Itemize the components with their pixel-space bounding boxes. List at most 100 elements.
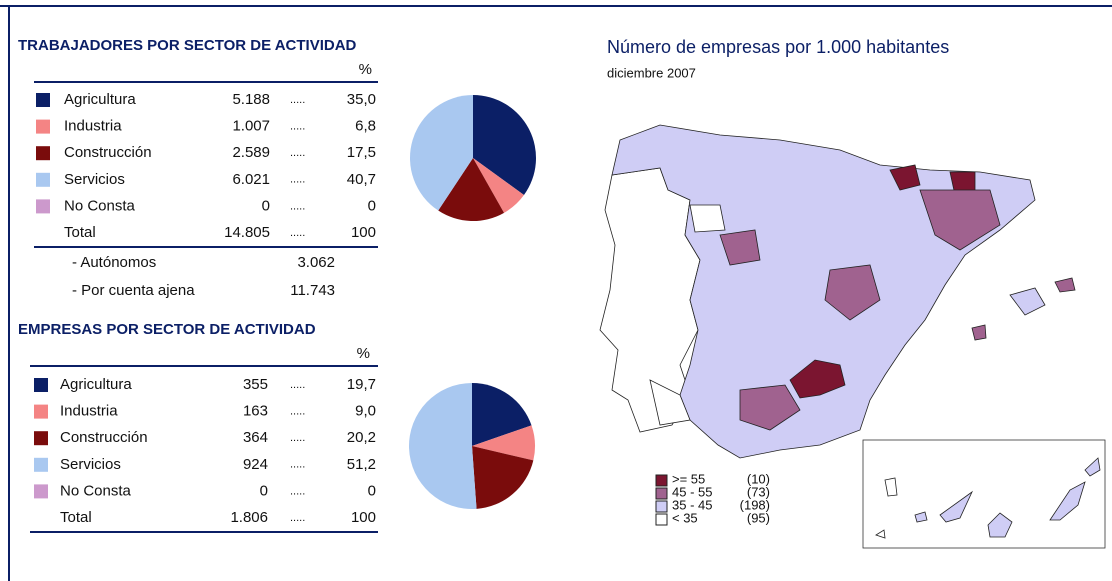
leader: ..... (290, 227, 305, 239)
pct-header: % (359, 61, 372, 78)
legend-swatch (655, 474, 668, 487)
leader: ..... (290, 94, 305, 106)
row-value: 0 (260, 482, 268, 499)
legend-swatch (34, 431, 48, 446)
legend-swatch (36, 119, 50, 134)
legend-swatch (34, 404, 48, 419)
map-subtitle: diciembre 2007 (607, 65, 696, 80)
legend-swatch (34, 484, 48, 499)
total-name: Total (60, 509, 92, 526)
row-name: No Consta (64, 197, 136, 214)
legend-swatch (655, 500, 668, 513)
canary-inset (862, 439, 1106, 549)
pie-slice (473, 95, 536, 196)
canary (1084, 457, 1101, 477)
pie-slice (438, 158, 505, 221)
row-value: 5.188 (232, 91, 270, 108)
legend-range: >= 55 (672, 471, 705, 486)
legend-swatch (36, 93, 50, 107)
legend-count: (73) (747, 484, 770, 499)
row-name: No Consta (60, 482, 132, 499)
row-name: Construcción (64, 144, 152, 161)
total-name: Total (64, 224, 96, 241)
legend-count: (10) (747, 471, 770, 486)
total-pct: 100 (351, 224, 376, 241)
leader: ..... (290, 485, 305, 497)
balearic (971, 324, 987, 341)
legend-swatch (34, 378, 48, 392)
legend-swatch (36, 172, 50, 187)
legend-swatch (36, 199, 50, 214)
row-pct: 51,2 (347, 456, 376, 473)
leader: ..... (290, 512, 305, 524)
region-mid (824, 264, 881, 321)
row-pct: 6,8 (355, 118, 376, 135)
row-value: 364 (243, 429, 268, 446)
total-value: 14.805 (224, 224, 270, 241)
leader: ..... (290, 379, 305, 391)
pie-slice (473, 158, 524, 213)
row-value: 6.021 (232, 171, 270, 188)
leader: ..... (290, 121, 305, 133)
legend-range: < 35 (672, 510, 698, 525)
sub-name: - Por cuenta ajena (72, 282, 195, 299)
row-value: 2.589 (232, 144, 270, 161)
pie-slice (472, 383, 532, 446)
section-title: TRABAJADORES POR SECTOR DE ACTIVIDAD (18, 37, 357, 54)
row-pct: 35,0 (347, 91, 376, 108)
sub-value: 11.743 (290, 282, 335, 299)
leader: ..... (290, 174, 305, 186)
row-value: 163 (243, 403, 268, 420)
row-value: 0 (262, 197, 270, 214)
map-title: Número de empresas por 1.000 habitantes (607, 37, 949, 57)
legend-range: 45 - 55 (672, 484, 712, 499)
canary (875, 529, 886, 539)
row-pct: 0 (368, 197, 376, 214)
row-name: Industria (64, 118, 122, 135)
leader: ..... (290, 432, 305, 444)
row-name: Servicios (60, 456, 121, 473)
row-value: 355 (243, 376, 268, 393)
row-pct: 9,0 (355, 403, 376, 420)
region-low (689, 204, 726, 233)
legend-range: 35 - 45 (672, 497, 712, 512)
legend-swatch (655, 513, 668, 526)
total-pct: 100 (351, 509, 376, 526)
canary (884, 477, 898, 497)
canary (987, 512, 1013, 538)
legend-swatch (36, 146, 50, 161)
row-pct: 17,5 (347, 144, 376, 161)
region-mid (719, 229, 761, 266)
legend-swatch (655, 487, 668, 500)
legend-count: (198) (740, 497, 770, 512)
sub-name: - Autónomos (72, 254, 156, 271)
region-mid (919, 189, 1001, 251)
legend-count: (95) (747, 510, 770, 525)
region-low (649, 379, 691, 426)
region-mid (739, 384, 801, 431)
total-value: 1.806 (230, 509, 268, 526)
region-high (789, 359, 846, 399)
row-pct: 0 (368, 482, 376, 499)
pie-slice (472, 446, 534, 509)
balearic (1054, 277, 1076, 293)
pie-slice (410, 95, 473, 211)
region-high (889, 164, 921, 191)
row-pct: 20,2 (347, 429, 376, 446)
row-pct: 19,7 (347, 376, 376, 393)
leader: ..... (290, 147, 305, 159)
sub-value: 3.062 (297, 254, 335, 271)
balearic (1009, 287, 1046, 316)
canary (1049, 481, 1086, 521)
legend-swatch (34, 457, 48, 472)
row-name: Industria (60, 403, 118, 420)
canary (914, 511, 928, 523)
row-name: Construcción (60, 429, 148, 446)
pie-slice (409, 383, 477, 509)
row-value: 924 (243, 456, 268, 473)
leader: ..... (290, 459, 305, 471)
pie-slice (472, 425, 535, 461)
pct-header: % (357, 345, 370, 362)
section-title: EMPRESAS POR SECTOR DE ACTIVIDAD (18, 321, 316, 338)
